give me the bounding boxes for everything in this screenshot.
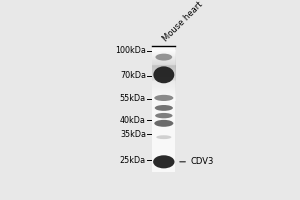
Ellipse shape <box>155 113 172 118</box>
Text: CDV3: CDV3 <box>180 157 214 166</box>
Ellipse shape <box>154 120 173 127</box>
Text: 25kDa: 25kDa <box>120 156 146 165</box>
Text: 55kDa: 55kDa <box>120 94 146 103</box>
Ellipse shape <box>153 66 174 83</box>
Bar <box>152 46 175 172</box>
Text: 40kDa: 40kDa <box>120 116 146 125</box>
Text: Mouse heart: Mouse heart <box>161 0 205 43</box>
Text: 70kDa: 70kDa <box>120 71 146 80</box>
Text: 100kDa: 100kDa <box>115 46 146 55</box>
Ellipse shape <box>155 105 173 111</box>
Ellipse shape <box>156 135 171 139</box>
Ellipse shape <box>154 95 173 101</box>
Text: 35kDa: 35kDa <box>120 130 146 139</box>
Ellipse shape <box>153 155 175 168</box>
Ellipse shape <box>155 54 172 61</box>
